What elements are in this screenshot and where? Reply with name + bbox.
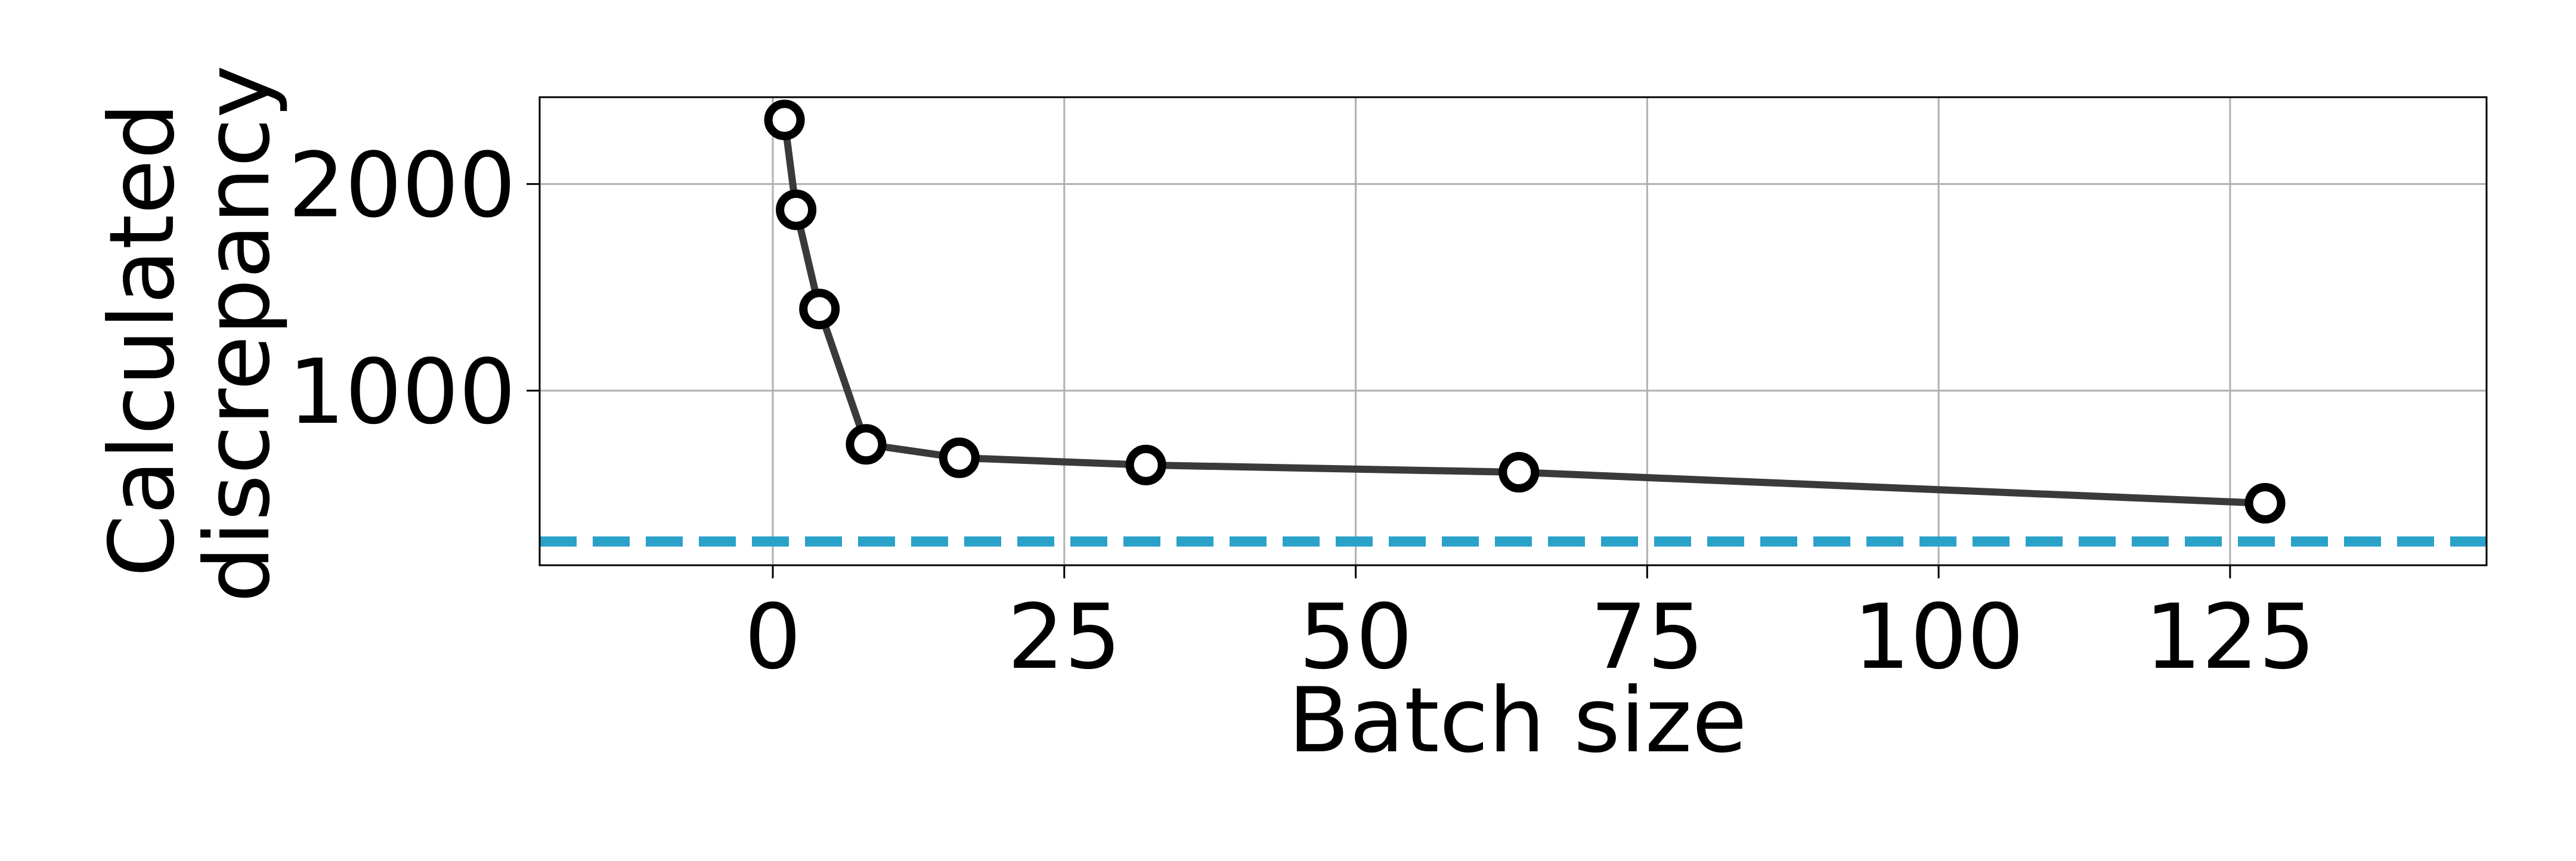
data-point: [939, 437, 980, 478]
data-point: [846, 424, 887, 465]
data-point: [764, 100, 805, 141]
y-axis-label: Calculated discrepancy: [91, 65, 290, 603]
grid-lines: [540, 97, 2487, 565]
x-tick-label: 25: [1007, 586, 1121, 689]
data-point: [1125, 444, 1166, 485]
y-tick-label: 2000: [288, 134, 516, 238]
series-markers: [764, 100, 2286, 524]
x-tick-label: 0: [744, 586, 801, 689]
x-axis-label: Batch size: [1288, 669, 1747, 773]
tick-labels: 0 25 50 75 100 125 1000 2000: [288, 134, 2315, 689]
x-tick-label: 75: [1590, 586, 1704, 689]
data-point: [799, 289, 840, 330]
x-tick-label: 100: [1853, 586, 2024, 689]
x-tick-label: 125: [2145, 586, 2315, 689]
series-line: [781, 119, 2265, 507]
data-point: [2244, 483, 2286, 524]
y-axis-label-line-2: discrepancy: [186, 65, 290, 603]
x-tick-label: 50: [1299, 586, 1413, 689]
y-axis-label-line-1: Calculated: [91, 103, 194, 577]
series-line-layer: [781, 119, 2265, 507]
plot-frame: [538, 96, 2488, 566]
axis-ticks: [527, 183, 2231, 578]
data-point: [776, 189, 817, 230]
y-tick-label: 1000: [288, 340, 516, 444]
data-point: [1498, 452, 1540, 493]
